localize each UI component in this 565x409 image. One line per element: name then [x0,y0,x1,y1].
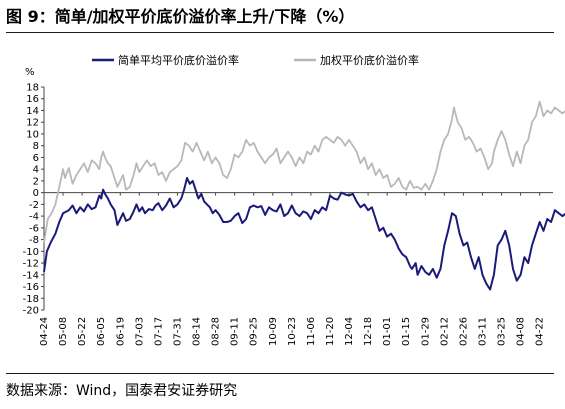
legend-label-simple: 简单平均平价底价溢价率 [118,53,239,67]
x-tick-label: 07-31 [172,317,183,346]
x-tick-label: 05-08 [58,317,69,346]
x-tick-label: 04-22 [535,317,546,346]
y-tick-label: -14 [23,270,39,281]
legend-label-weighted: 加权平价底价溢价率 [320,53,419,67]
y-tick-label: -2 [29,200,39,211]
legend: 简单平均平价底价溢价率 加权平价底价溢价率 [92,53,419,67]
y-tick-label: 10 [26,129,39,140]
y-tick-label: -10 [23,247,39,258]
y-tick-label: 0 [33,188,39,199]
x-tick-label: 05-22 [77,317,88,346]
x-tick-label: 01-01 [382,317,393,346]
x-tick-label: 03-25 [497,317,508,346]
x-tick-label: 04-08 [516,317,527,346]
x-axis: 04-24 05-08 05-22 06-05 06-19 07-03 07-17 07-31… [39,192,553,346]
source-divider [6,373,554,374]
x-tick-label: 06-05 [96,317,107,346]
x-tick-label: 02-12 [439,317,450,346]
y-tick-label: -20 [23,306,39,317]
x-tick-label: 01-15 [401,317,412,346]
source-text: Wind，国泰君安证券研究 [76,383,238,399]
series-lines [43,100,565,291]
y-tick-label: 12 [26,118,39,129]
y-axis-unit: % [25,67,35,78]
x-tick-label: 11-06 [306,317,317,346]
x-tick-label: 02-26 [458,317,469,346]
y-axis: 181614121086420-2-4-6-8-10-12-14-16-18-2… [23,83,45,317]
figure-title: 图 9：简单/加权平价底价溢价率上升/下降（%） [6,7,355,26]
title-divider [6,32,554,33]
x-tick-label: 09-25 [249,317,260,346]
y-tick-label: 8 [33,141,39,152]
y-tick-label: -8 [29,235,39,246]
y-tick-label: 6 [33,153,39,164]
x-tick-label: 08-28 [211,317,222,346]
source-prefix: 数据来源： [6,383,76,399]
x-tick-label: 07-03 [134,317,145,346]
y-tick-label: 14 [26,106,39,117]
x-tick-label: 06-19 [115,317,126,346]
series-line-simple-average [43,177,565,291]
series-line-weighted [43,100,565,243]
y-tick-label: -18 [23,294,39,305]
x-tick-label: 10-23 [287,317,298,346]
x-tick-label: 12-18 [363,317,374,346]
y-tick-label: 18 [26,83,39,94]
x-tick-label: 12-04 [344,317,355,346]
x-tick-label: 11-20 [325,317,336,346]
source-note: 数据来源：Wind，国泰君安证券研究 [6,380,237,400]
y-tick-label: -6 [29,223,39,234]
x-tick-label: 01-29 [420,317,431,346]
x-tick-label: 09-11 [230,317,241,346]
y-tick-label: -12 [23,259,39,270]
x-tick-label: 04-24 [39,317,50,346]
x-tick-label: 10-09 [268,317,279,346]
y-tick-label: -4 [29,212,39,223]
y-tick-label: 16 [26,94,39,105]
x-tick-label: 08-14 [192,317,203,346]
y-tick-label: -16 [23,282,39,293]
y-tick-label: 2 [33,176,39,187]
x-tick-label: 03-11 [477,317,488,346]
x-tick-label: 07-17 [153,317,164,346]
y-tick-label: 4 [33,165,39,176]
